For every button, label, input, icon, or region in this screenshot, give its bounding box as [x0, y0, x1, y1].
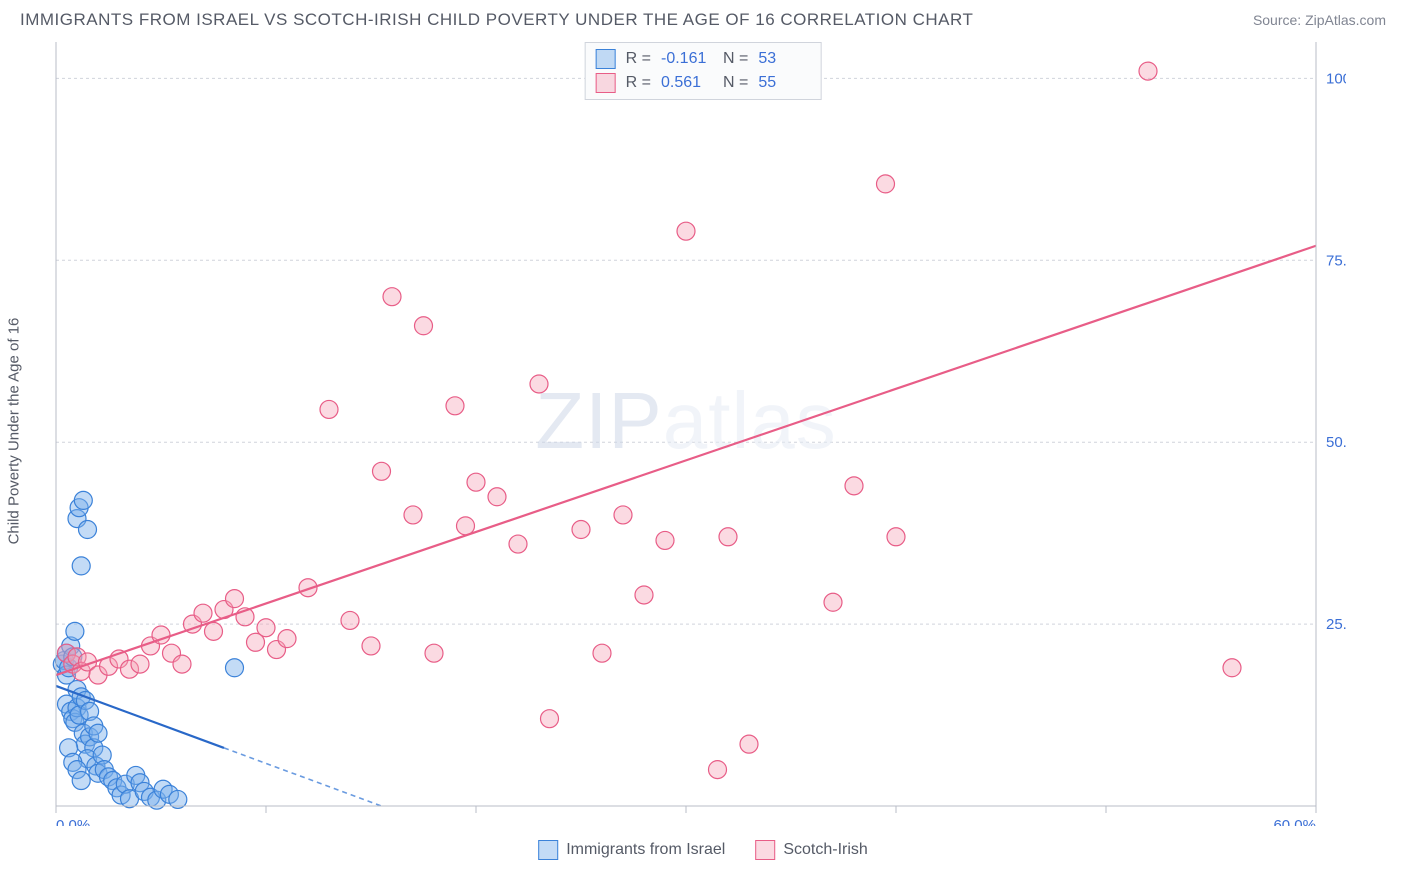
swatch-blue-icon — [596, 49, 616, 69]
r-label: R = — [626, 50, 651, 68]
chart-title: IMMIGRANTS FROM ISRAEL VS SCOTCH-IRISH C… — [20, 10, 973, 30]
n-label: N = — [723, 50, 748, 68]
n-label: N = — [723, 74, 748, 92]
swatch-pink-icon — [755, 840, 775, 860]
chart-wrapper: Child Poverty Under the Age of 16 25.0%5… — [20, 36, 1386, 826]
legend-label-blue: Immigrants from Israel — [566, 841, 725, 859]
n-value-blue: 53 — [758, 50, 810, 68]
legend-label-pink: Scotch-Irish — [783, 841, 867, 859]
r-label: R = — [626, 74, 651, 92]
series-legend: Immigrants from Israel Scotch-Irish — [538, 840, 868, 860]
svg-text:25.0%: 25.0% — [1326, 616, 1346, 633]
svg-text:ZIPatlas: ZIPatlas — [535, 376, 836, 465]
r-value-pink: 0.561 — [661, 74, 713, 92]
svg-text:100.0%: 100.0% — [1326, 70, 1346, 87]
legend-item-blue: Immigrants from Israel — [538, 840, 725, 860]
svg-text:75.0%: 75.0% — [1326, 252, 1346, 269]
chart-header: IMMIGRANTS FROM ISRAEL VS SCOTCH-IRISH C… — [0, 0, 1406, 36]
correlation-row-pink: R = 0.561 N = 55 — [596, 71, 811, 95]
swatch-pink-icon — [596, 73, 616, 93]
svg-text:50.0%: 50.0% — [1326, 434, 1346, 451]
legend-item-pink: Scotch-Irish — [755, 840, 867, 860]
scatter-chart: 25.0% 50.0% 75.0% 100.0% ZIPatlas 0.0% 60.0% — [20, 36, 1346, 826]
n-value-pink: 55 — [758, 74, 810, 92]
y-axis-label: Child Poverty Under the Age of 16 — [6, 318, 23, 545]
swatch-blue-icon — [538, 840, 558, 860]
correlation-row-blue: R = -0.161 N = 53 — [596, 47, 811, 71]
r-value-blue: -0.161 — [661, 50, 713, 68]
svg-text:0.0%: 0.0% — [56, 817, 90, 826]
chart-source: Source: ZipAtlas.com — [1253, 12, 1386, 28]
svg-text:60.0%: 60.0% — [1273, 817, 1316, 826]
correlation-legend: R = -0.161 N = 53 R = 0.561 N = 55 — [585, 42, 822, 100]
